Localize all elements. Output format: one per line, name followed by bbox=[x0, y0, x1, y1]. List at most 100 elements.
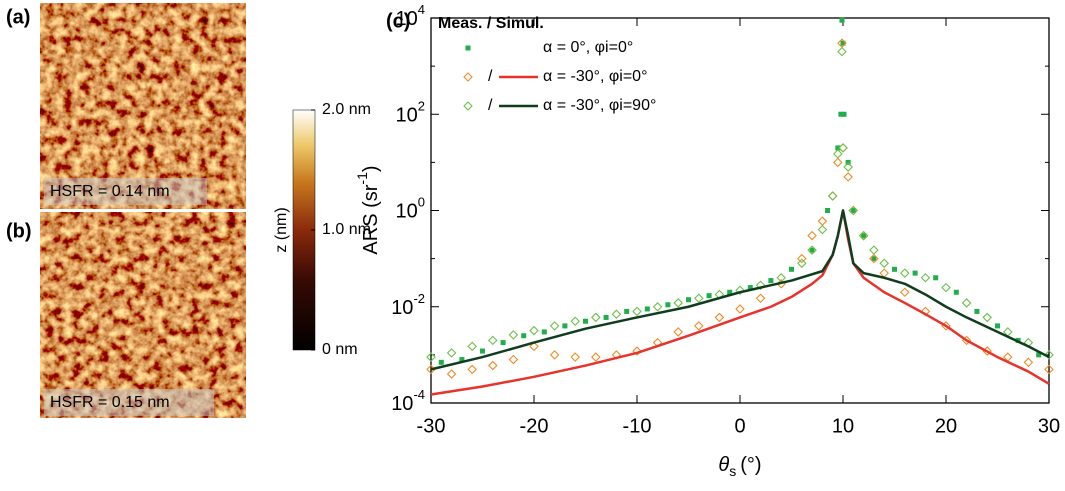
marker bbox=[426, 352, 436, 362]
x-tick-label: -30 bbox=[417, 415, 446, 437]
legend-label: α = 0°, φi=0° bbox=[543, 39, 633, 56]
colorbar-tick-label: 1.0 nm bbox=[322, 221, 371, 238]
marker bbox=[591, 312, 601, 323]
y-tick-exp: 4 bbox=[418, 2, 425, 17]
marker bbox=[549, 350, 560, 360]
panel-label: (a) bbox=[6, 6, 30, 28]
annotation-box bbox=[44, 178, 207, 205]
marker bbox=[624, 308, 630, 314]
marker bbox=[912, 270, 918, 276]
marker bbox=[776, 272, 786, 283]
x-tick-label: -20 bbox=[520, 415, 549, 437]
marker bbox=[1036, 352, 1042, 358]
series-line bbox=[430, 209, 1050, 371]
marker bbox=[508, 354, 519, 365]
marker bbox=[1044, 350, 1054, 360]
marker bbox=[665, 302, 671, 308]
y-tick-label: 10-2 bbox=[391, 291, 425, 319]
marker bbox=[562, 323, 568, 329]
marker bbox=[869, 253, 879, 264]
y-tick-base: 10 bbox=[396, 105, 418, 127]
y-tick-exp: 0 bbox=[418, 195, 425, 210]
legend-label: α = -30°, φi=0° bbox=[543, 68, 647, 85]
marker bbox=[446, 348, 457, 358]
marker bbox=[941, 282, 951, 293]
y-tick-label: 102 bbox=[396, 99, 425, 127]
y-tick-base: 10 bbox=[396, 8, 418, 30]
marker bbox=[488, 360, 498, 371]
y-axis-label: ARS (sr-1) bbox=[354, 165, 383, 254]
marker bbox=[920, 272, 931, 283]
marker bbox=[652, 301, 663, 312]
marker bbox=[438, 359, 444, 365]
x-label-sub: s bbox=[729, 463, 736, 479]
x-tick-label: 0 bbox=[734, 415, 745, 437]
marker bbox=[797, 253, 807, 264]
y-tick-exp: 2 bbox=[418, 99, 425, 114]
marker bbox=[500, 340, 506, 346]
marker bbox=[838, 143, 848, 153]
marker bbox=[841, 111, 847, 117]
marker bbox=[480, 348, 485, 354]
marker bbox=[755, 293, 766, 304]
marker bbox=[747, 285, 753, 291]
marker bbox=[869, 245, 879, 255]
marker bbox=[817, 216, 828, 226]
marker bbox=[591, 352, 601, 362]
x-tick-label: -10 bbox=[623, 415, 652, 437]
x-tick-label: 10 bbox=[832, 415, 854, 437]
x-label-unit: (°) bbox=[740, 454, 761, 476]
panel-label: (b) bbox=[6, 220, 32, 242]
marker bbox=[961, 298, 972, 308]
marker bbox=[686, 297, 691, 303]
marker bbox=[508, 330, 519, 340]
legend-label: α = -30°, φi=90° bbox=[543, 97, 656, 114]
marker bbox=[858, 230, 869, 241]
marker bbox=[673, 298, 683, 308]
y-tick-label: 104 bbox=[396, 2, 425, 30]
y-tick-label: 10-4 bbox=[391, 387, 425, 415]
marker bbox=[861, 233, 867, 239]
marker bbox=[632, 306, 642, 317]
marker bbox=[807, 245, 817, 255]
marker bbox=[694, 321, 704, 331]
y-tick-base: 10 bbox=[391, 297, 413, 319]
marker bbox=[974, 308, 980, 314]
marker bbox=[933, 275, 939, 281]
legend-marker bbox=[463, 101, 473, 111]
marker bbox=[768, 278, 774, 284]
marker bbox=[1044, 364, 1054, 375]
marker bbox=[843, 162, 853, 172]
marker bbox=[840, 40, 846, 46]
afm-image bbox=[40, 212, 246, 418]
marker bbox=[529, 341, 539, 352]
marker bbox=[529, 325, 539, 336]
marker bbox=[541, 329, 547, 335]
marker bbox=[632, 346, 642, 356]
marker bbox=[459, 357, 465, 363]
marker bbox=[673, 327, 683, 337]
x-label-symbol: θ bbox=[718, 454, 729, 476]
y-label-text: ARS (sr bbox=[360, 184, 382, 254]
y-tick-exp: -2 bbox=[413, 291, 425, 306]
marker bbox=[706, 293, 712, 299]
marker bbox=[892, 266, 897, 272]
marker bbox=[611, 309, 622, 319]
y-tick-label: 100 bbox=[396, 195, 425, 223]
marker bbox=[521, 333, 527, 339]
marker bbox=[735, 285, 745, 296]
y-tick-base: 10 bbox=[396, 201, 418, 223]
marker bbox=[467, 364, 477, 375]
marker bbox=[835, 145, 841, 151]
marker bbox=[843, 172, 853, 182]
legend-separator: / bbox=[488, 97, 493, 114]
marker bbox=[839, 17, 845, 23]
marker bbox=[850, 208, 856, 213]
marker bbox=[809, 247, 815, 253]
marker bbox=[900, 287, 910, 298]
x-axis-label: θs (°) bbox=[718, 454, 761, 478]
marker bbox=[833, 149, 843, 159]
marker bbox=[827, 191, 838, 201]
